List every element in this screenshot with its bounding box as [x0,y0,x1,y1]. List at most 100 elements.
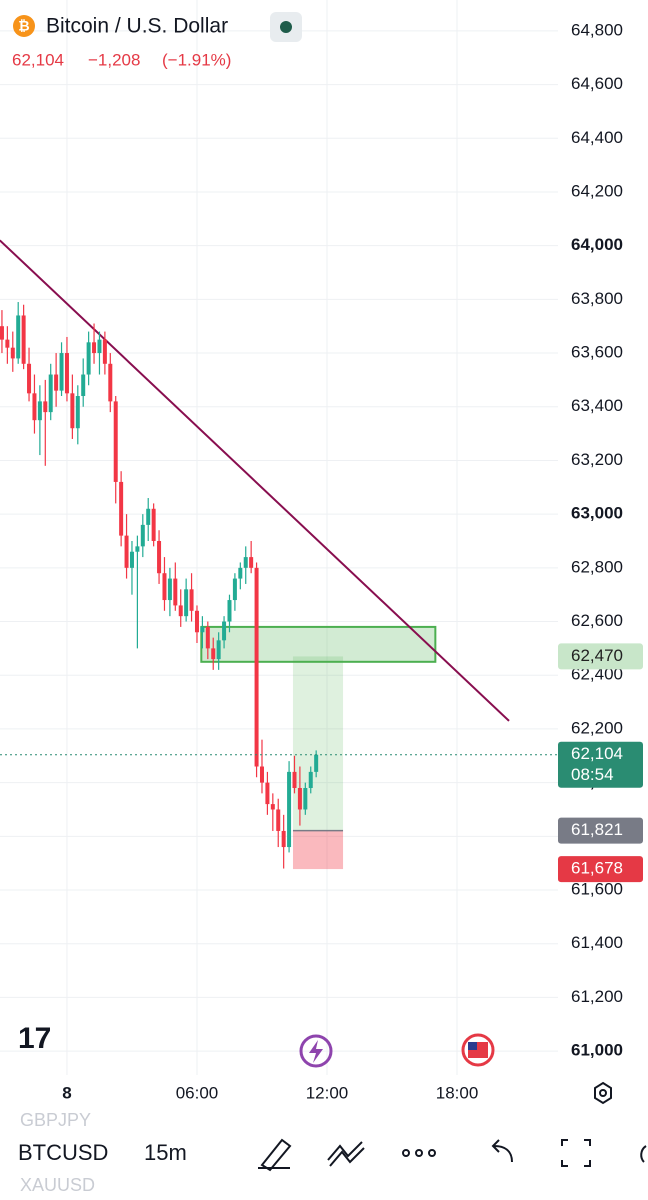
y-tick-label: 63,200 [571,450,623,469]
candle-body [70,393,75,429]
candle-body [48,374,53,413]
more-icon[interactable] [402,1149,436,1157]
axes: 61,00061,20061,40061,60061,80062,00062,2… [62,20,643,1102]
candle-body [259,766,264,783]
indicators-icon[interactable] [327,1141,365,1167]
coin-glyph: ₿ [18,18,29,34]
y-tick-label: 61,400 [571,933,623,952]
y-tick-label: 64,800 [571,20,623,39]
y-tick-label: 63,400 [571,396,623,415]
y-tick-label: 62,200 [571,718,623,737]
candle-body [21,315,26,364]
candle-body [205,626,210,649]
candle-body [297,787,302,810]
toolbar [0,1110,648,1200]
draw-icon[interactable] [258,1138,292,1172]
candle-body [303,787,308,810]
candle-body [37,401,42,421]
y-tick-label: 61,000 [571,1041,623,1060]
candle-body [86,342,91,375]
price-label [558,856,643,883]
candle-body [10,347,15,359]
candle-body [108,363,113,402]
candle-body [102,339,107,364]
x-tick-label: 06:00 [176,1083,219,1102]
position-stop [292,830,344,870]
candle-body [167,578,172,601]
y-tick-label: 64,000 [571,235,623,254]
settings-center [599,1089,607,1097]
price-label [558,643,643,670]
candle-body [254,567,259,767]
coin-icon [13,15,35,37]
settings-icon[interactable] [594,1081,612,1105]
candle-body [54,374,59,391]
candle-body [211,648,216,660]
bolt [309,1040,323,1063]
x-tick-label: 12:00 [306,1083,349,1102]
candle-body [97,339,102,354]
y-tick-label: 63,000 [571,504,623,523]
candle-body [140,524,145,547]
candle-body [64,353,69,394]
symbol-below[interactable]: XAUUSD [20,1175,95,1195]
symbol-above[interactable]: GBPJPY [20,1110,91,1130]
candle-body [151,508,156,541]
y-tick-label: 64,600 [571,74,623,93]
candle-body [270,804,275,810]
candle-body [81,374,86,397]
candle-body [243,557,248,568]
y-tick-label: 61,200 [571,987,623,1006]
edge-icon [640,1145,647,1163]
candle-body [92,342,97,354]
candle-body [232,578,237,601]
fullscreen-icon[interactable] [561,1139,591,1167]
price-label-text: 62,470 [571,646,623,665]
countdown: 08:54 [571,765,614,784]
candle-body [32,393,37,421]
assistant-icon[interactable] [299,1034,333,1068]
candle-body [314,754,319,772]
candle-body [5,339,10,348]
price-label [558,741,643,788]
zone [200,625,437,663]
x-tick-label: 8 [62,1083,71,1102]
y-tick-label: 63,600 [571,343,623,362]
y-tick-label: 62,400 [571,665,623,684]
y-tick-label: 61,600 [571,880,623,899]
tv-logo: 17 [18,1022,51,1055]
candle-body [200,626,205,633]
interval-button[interactable]: 15m [144,1140,187,1165]
candle-body [238,567,243,579]
candle-body [287,771,292,848]
status-dot [280,21,292,33]
y-tick-label: 62,800 [571,557,623,576]
grid [0,0,558,1075]
candle-body [281,830,286,848]
plot [0,239,558,870]
trendline [0,239,510,722]
candle-body [135,546,140,552]
candle-body [119,481,124,536]
candle-body [292,771,297,788]
candle-body [129,551,134,568]
candle-body [27,363,32,394]
candle-body [75,396,80,429]
y-tick-label: 64,400 [571,128,623,147]
candle-body [227,600,232,622]
symbol-button[interactable]: BTCUSD [18,1140,108,1165]
candle-body [59,353,64,391]
candle-body [189,589,194,611]
y-tick-label: 64,200 [571,181,623,200]
candle-body [276,809,281,831]
undo-icon[interactable] [491,1139,513,1163]
change: −1,208 [88,50,140,69]
candle-body [0,326,4,340]
candle-body [16,315,21,359]
candle-body [124,535,129,568]
price-label-text: 61,821 [571,820,623,839]
candle-body [162,573,167,601]
